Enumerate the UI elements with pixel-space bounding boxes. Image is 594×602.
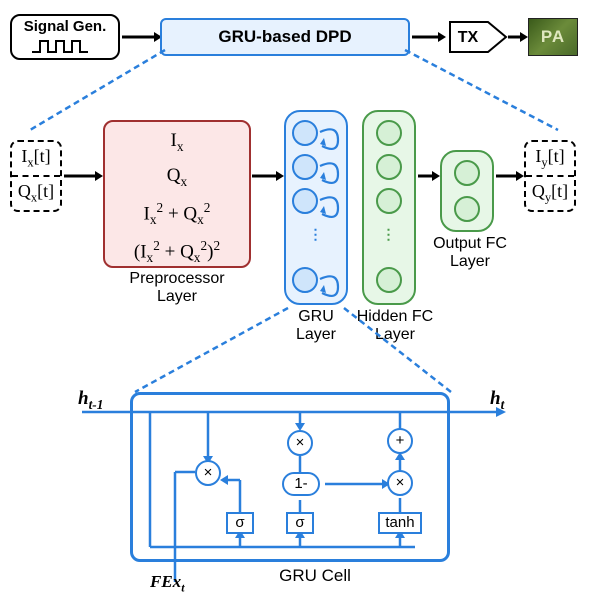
diagram-container: Signal Gen. GRU-based DPD TX PA [0, 0, 594, 602]
one-minus-label: 1- [294, 475, 307, 492]
mult-node: × [387, 470, 413, 496]
tanh-label: tanh [385, 514, 414, 531]
sigma-label: σ [235, 514, 244, 531]
mult-node: × [195, 460, 221, 486]
mult-node: × [287, 430, 313, 456]
plus-node: + [387, 428, 413, 454]
times-icon: × [204, 464, 213, 481]
sigma-label: σ [295, 514, 304, 531]
sigma-box: σ [286, 512, 314, 534]
times-icon: × [396, 474, 405, 491]
one-minus-box: 1- [282, 472, 320, 496]
fext-label: FExt [150, 572, 185, 595]
times-icon: × [296, 434, 305, 451]
plus-icon: + [396, 432, 405, 449]
gru-cell-label: GRU Cell [260, 567, 370, 585]
bottom-row: ht-1 ht [0, 372, 594, 597]
sigma-box: σ [226, 512, 254, 534]
fext-sub: t [181, 580, 184, 594]
tanh-box: tanh [378, 512, 422, 534]
